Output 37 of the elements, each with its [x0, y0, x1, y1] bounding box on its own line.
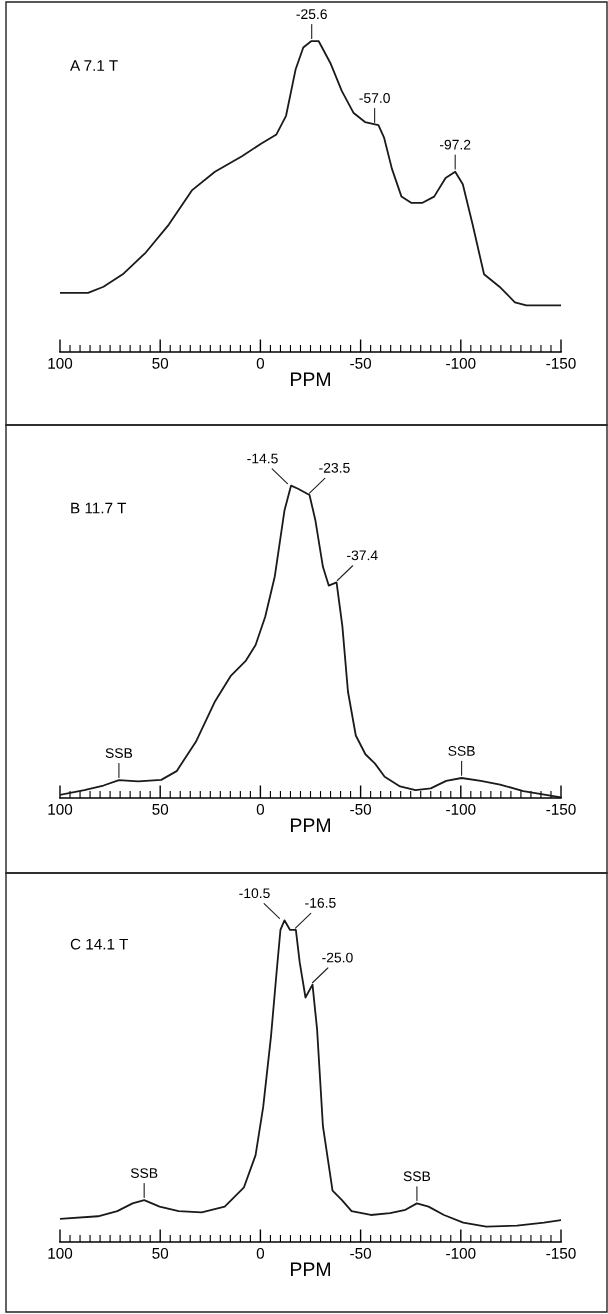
x-tick-label: 100 — [48, 357, 73, 369]
annotation: SSB — [105, 748, 133, 758]
x-tick-label: -100 — [446, 803, 476, 815]
text: A 7.1 T — [70, 60, 118, 71]
x-tick-label: 50 — [152, 803, 169, 815]
annotation: -25.6 — [296, 9, 327, 20]
annotation: -10.5 — [239, 888, 270, 899]
text: C 14.1 T — [70, 938, 128, 950]
annotation: -23.5 — [319, 462, 350, 473]
x-axis-title: PPM — [291, 1262, 330, 1276]
annotation: SSB — [403, 1171, 431, 1182]
x-tick-label: 50 — [152, 357, 169, 369]
annotation: SSB — [130, 1168, 158, 1178]
annotation: SSB — [448, 745, 475, 756]
annotation: -97.2 — [439, 139, 471, 150]
text: B 11.7 T — [71, 502, 127, 514]
x-tick-label: -50 — [350, 803, 372, 815]
x-tick-label: -100 — [446, 1247, 476, 1259]
x-tick-label: -100 — [446, 357, 476, 369]
annotation: -37.4 — [347, 550, 378, 561]
annotation: -57.0 — [359, 93, 390, 103]
annotation: -16.5 — [305, 897, 336, 908]
x-tick-label: -50 — [350, 357, 372, 369]
x-tick-label: 100 — [48, 803, 73, 815]
x-axis-title: PPM — [291, 818, 330, 832]
x-axis-title: PPM — [291, 372, 330, 386]
x-tick-label: 0 — [256, 357, 265, 369]
x-tick-label: -150 — [546, 803, 576, 815]
x-tick-label: 100 — [48, 1247, 73, 1259]
x-tick-label: 0 — [256, 803, 265, 815]
annotation: -14.5 — [247, 453, 278, 464]
x-tick-label: -50 — [350, 1247, 372, 1259]
x-tick-label: 0 — [256, 1247, 265, 1259]
x-tick-label: 50 — [152, 1247, 169, 1259]
annotation: -25.0 — [322, 952, 353, 963]
x-tick-label: -150 — [546, 357, 576, 369]
x-tick-label: -150 — [546, 1247, 576, 1259]
